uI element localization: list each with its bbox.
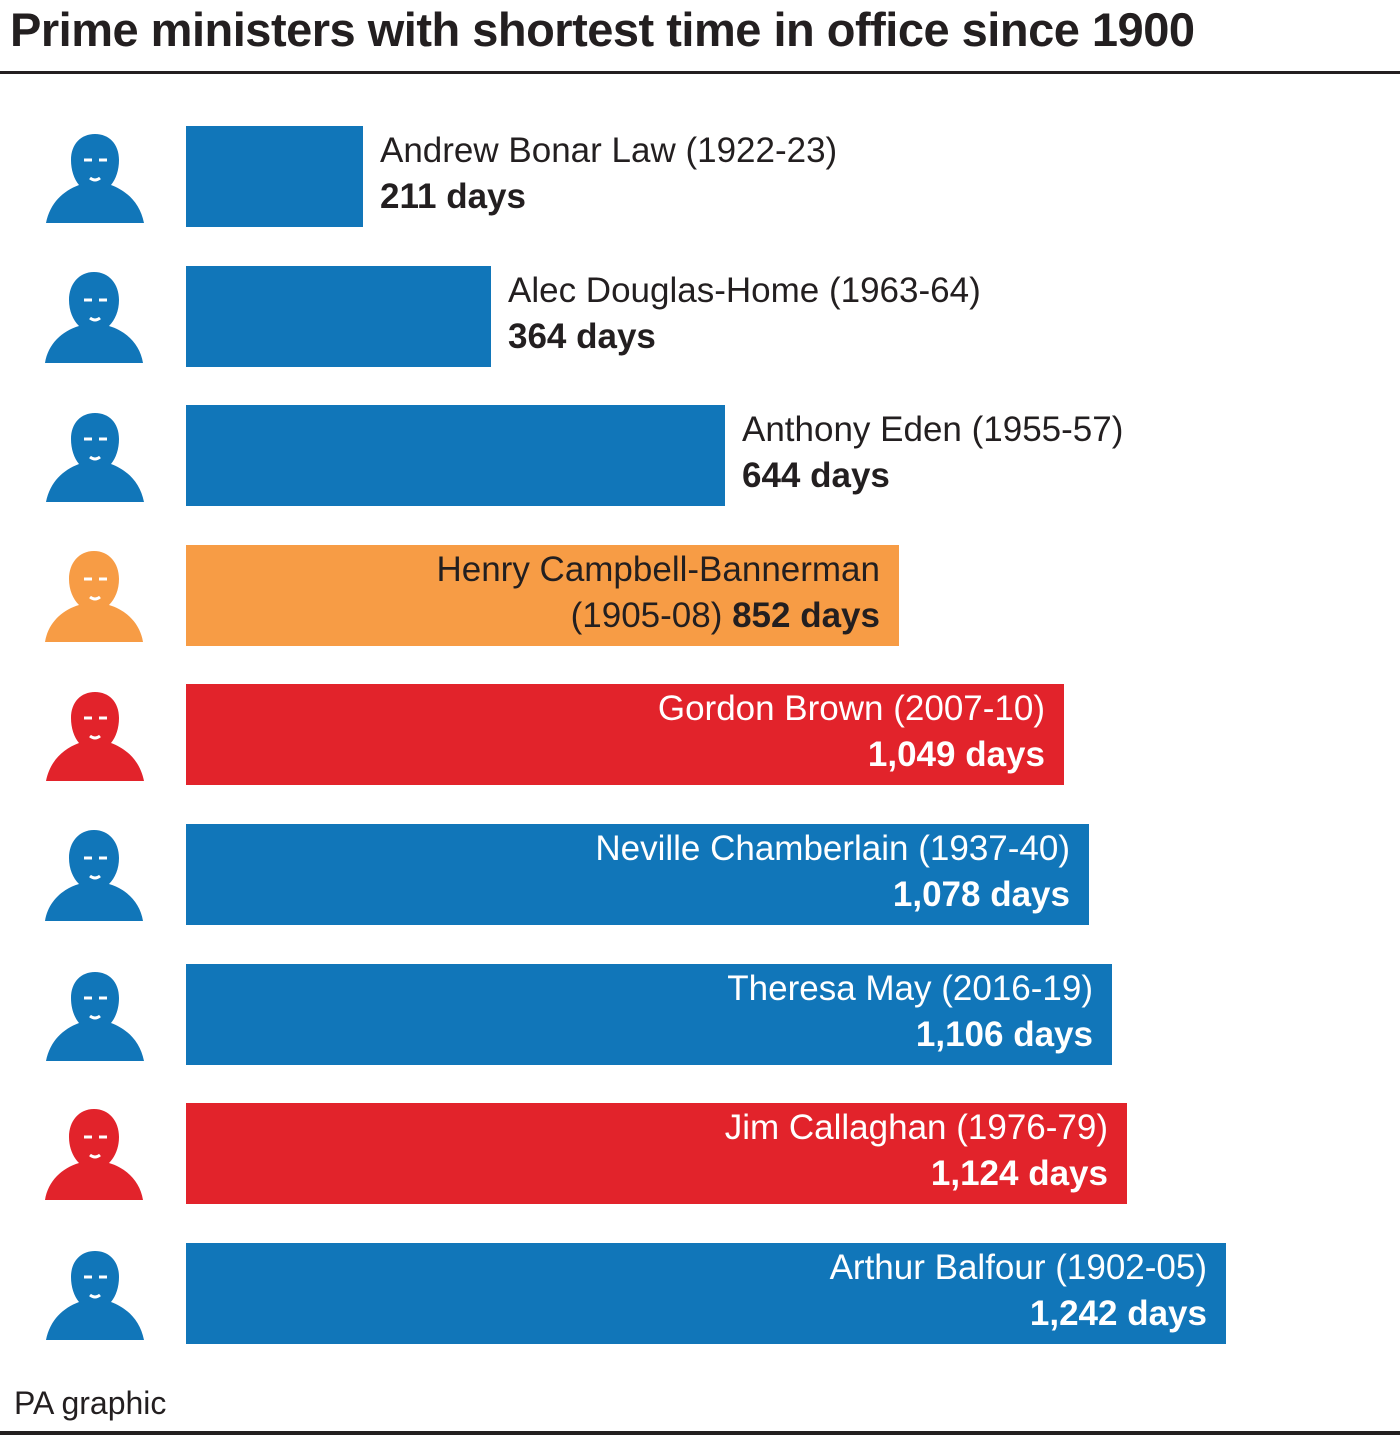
bar-label: Gordon Brown (2007-10) 1,049 days (658, 686, 1045, 778)
title-rule (0, 71, 1400, 74)
bar-label-days-line: 1,078 days (595, 872, 1070, 918)
bar-label: Henry Campbell-Bannerman (1905-08) 852 da… (436, 547, 880, 639)
bar-label: Andrew Bonar Law (1922-23) 211 days (380, 128, 837, 220)
bar (186, 126, 363, 227)
portrait-chamberlain-icon (44, 824, 146, 925)
bar-value-label: 364 days (508, 317, 656, 356)
bar-label: Anthony Eden (1955-57) 644 days (742, 407, 1123, 499)
bar-label: Theresa May (2016-19) 1,106 days (727, 966, 1093, 1058)
bar-row: Andrew Bonar Law (1922-23) 211 days (0, 126, 1400, 227)
bar-value-label: 1,242 days (1029, 1294, 1207, 1333)
bar-label-name: Andrew Bonar Law (1922-23) (380, 131, 838, 170)
bar-label-name: Neville Chamberlain (1937-40) (595, 829, 1070, 868)
bar-label-name: Jim Callaghan (1976-79) (724, 1108, 1108, 1147)
bar-label-name: Henry Campbell-Bannerman (436, 550, 880, 589)
bar-label: Arthur Balfour (1902-05) 1,242 days (830, 1245, 1207, 1337)
bar-label-days-line: 1,124 days (725, 1151, 1108, 1197)
bar-label-days-line: 364 days (508, 314, 981, 360)
bar-value-label: 1,049 days (867, 735, 1045, 774)
bar-label-days-line: 1,049 days (658, 732, 1045, 778)
bar (186, 824, 1089, 925)
bar-label-name: Alec Douglas-Home (1963-64) (508, 271, 981, 310)
bar-label-days-line: (1905-08) 852 days (436, 593, 880, 639)
bar-row: Anthony Eden (1955-57) 644 days (0, 405, 1400, 506)
bar (186, 1243, 1226, 1344)
bar (186, 545, 899, 646)
bar-row: Henry Campbell-Bannerman (1905-08) 852 da… (0, 545, 1400, 646)
bar-value-label: 852 days (732, 596, 880, 635)
bar-label-days-line: 1,242 days (830, 1291, 1207, 1337)
bar-value-label: 211 days (380, 177, 526, 216)
source-credit: PA graphic (14, 1385, 167, 1421)
portrait-bonar-law-icon (44, 126, 146, 227)
bar-label-days-line: 1,106 days (727, 1012, 1093, 1058)
portrait-eden-icon (44, 405, 146, 506)
bar-label-years: (1905-08) (570, 596, 733, 635)
bar-value-label: 644 days (742, 456, 890, 495)
footer-rule (0, 1431, 1400, 1435)
portrait-brown-icon (44, 684, 146, 785)
bar (186, 684, 1064, 785)
bar-label-days-line: 211 days (380, 174, 837, 220)
bar-label: Alec Douglas-Home (1963-64) 364 days (508, 268, 981, 360)
bar-row: Arthur Balfour (1902-05) 1,242 days (0, 1243, 1400, 1344)
bar-row: Jim Callaghan (1976-79) 1,124 days (0, 1103, 1400, 1204)
bar-label-name: Theresa May (2016-19) (727, 969, 1093, 1008)
bar-label: Jim Callaghan (1976-79) 1,124 days (725, 1105, 1108, 1197)
portrait-campbell-bannerman-icon (44, 545, 146, 646)
bar (186, 964, 1112, 1065)
bar-row: Theresa May (2016-19) 1,106 days (0, 964, 1400, 1065)
bar-value-label: 1,078 days (892, 875, 1070, 914)
bar-row: Alec Douglas-Home (1963-64) 364 days (0, 266, 1400, 367)
bar (186, 266, 491, 367)
bar-label: Neville Chamberlain (1937-40) 1,078 days (595, 826, 1070, 918)
bar (186, 405, 725, 506)
bar-label-name: Arthur Balfour (1902-05) (829, 1248, 1207, 1287)
portrait-may-icon (44, 964, 146, 1065)
bar-row: Gordon Brown (2007-10) 1,049 days (0, 684, 1400, 785)
portrait-balfour-icon (44, 1243, 146, 1344)
bar (186, 1103, 1127, 1204)
bar-row: Neville Chamberlain (1937-40) 1,078 days (0, 824, 1400, 925)
bar-label-days-line: 644 days (742, 453, 1123, 499)
portrait-douglas-home-icon (44, 266, 146, 367)
chart-title: Prime ministers with shortest time in of… (10, 3, 1195, 56)
bar-value-label: 1,106 days (915, 1015, 1093, 1054)
bar-value-label: 1,124 days (930, 1154, 1108, 1193)
portrait-callaghan-icon (44, 1103, 146, 1204)
bar-label-name: Gordon Brown (2007-10) (657, 689, 1045, 728)
bar-label-name: Anthony Eden (1955-57) (742, 410, 1124, 449)
